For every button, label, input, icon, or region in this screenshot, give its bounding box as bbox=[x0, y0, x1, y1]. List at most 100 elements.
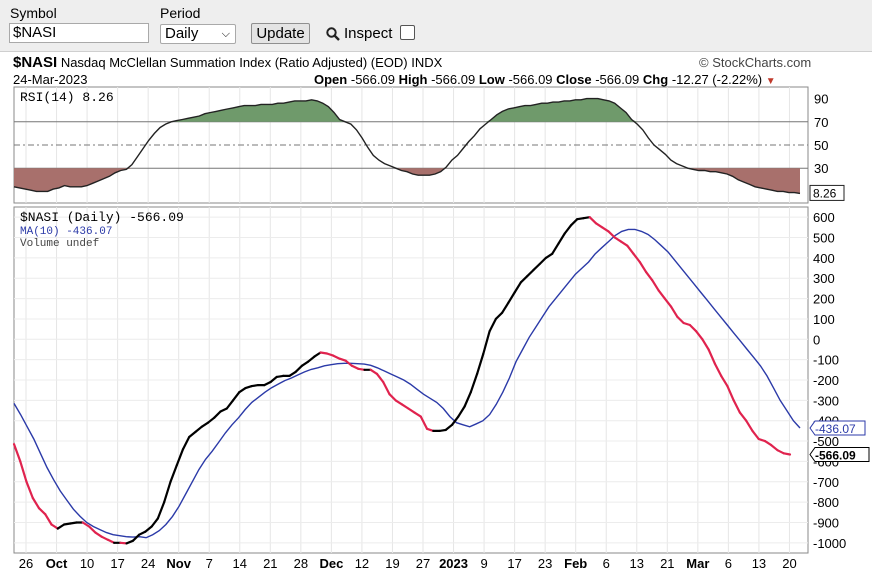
price-segment bbox=[269, 375, 278, 384]
high-value: -566.09 bbox=[431, 72, 476, 87]
price-segment bbox=[494, 311, 504, 320]
x-tick-label: 17 bbox=[507, 556, 521, 570]
price-segment bbox=[738, 411, 748, 422]
price-segment bbox=[563, 224, 573, 235]
price-segment bbox=[163, 480, 172, 504]
price-segment bbox=[588, 216, 598, 225]
price-segment bbox=[350, 364, 360, 370]
rsi-overbought-fill bbox=[14, 98, 800, 122]
chart-name: Nasdaq McClellan Summation Index (Ratio … bbox=[60, 55, 408, 70]
chg-label: Chg bbox=[642, 72, 669, 87]
price-segment bbox=[519, 275, 529, 284]
price-segment bbox=[238, 387, 247, 394]
price-segment bbox=[31, 496, 41, 510]
price-y-tick-label: 400 bbox=[813, 251, 835, 266]
price-segment bbox=[613, 236, 623, 243]
period-select[interactable]: Daily ⌵ bbox=[160, 24, 236, 44]
x-tick-label: 28 bbox=[294, 556, 308, 570]
price-segment bbox=[144, 525, 153, 533]
price-y-tick-label: 500 bbox=[813, 231, 835, 246]
ma-last-value-box bbox=[809, 420, 866, 436]
price-last-value-label: -566.09 bbox=[815, 449, 856, 463]
symbol-input[interactable]: $NASI bbox=[9, 23, 149, 43]
price-segment bbox=[25, 480, 34, 500]
price-segment bbox=[369, 368, 379, 375]
price-segment bbox=[12, 443, 22, 463]
price-segment bbox=[413, 411, 422, 418]
price-segment bbox=[394, 399, 404, 406]
price-segment bbox=[181, 435, 191, 451]
rsi-y-tick-label: 70 bbox=[814, 115, 828, 130]
close-value: -566.09 bbox=[595, 72, 640, 87]
price-segment bbox=[175, 448, 185, 467]
price-segment bbox=[632, 252, 641, 264]
price-segment bbox=[382, 380, 391, 396]
price-segment bbox=[138, 530, 147, 536]
price-segment bbox=[307, 355, 316, 363]
x-tick-label: 26 bbox=[19, 556, 33, 570]
price-segment bbox=[131, 533, 141, 542]
chart-exchange: INDX bbox=[411, 55, 443, 70]
ma-last-value-label: -436.07 bbox=[815, 422, 856, 436]
price-segment bbox=[213, 410, 222, 419]
rsi-oversold-fill bbox=[14, 168, 800, 194]
price-segment bbox=[732, 399, 742, 414]
chart-toolbar: Symbol $NASI Period Daily ⌵ Update Inspe… bbox=[0, 0, 872, 52]
price-segment bbox=[332, 354, 341, 360]
price-segment bbox=[669, 305, 679, 318]
price-segment bbox=[557, 232, 566, 245]
price-segment bbox=[444, 423, 454, 431]
inspect-checkbox[interactable] bbox=[400, 25, 415, 40]
chart-title: $NASI Nasdaq McClellan Summation Index (… bbox=[13, 54, 442, 71]
rsi-y-tick-label: 30 bbox=[814, 161, 828, 176]
x-tick-label: 14 bbox=[233, 556, 247, 570]
x-tick-label: 21 bbox=[263, 556, 277, 570]
price-segment bbox=[782, 452, 792, 456]
update-button[interactable]: Update bbox=[251, 23, 310, 44]
price-y-tick-label: -100 bbox=[813, 353, 839, 368]
price-y-tick-label: -800 bbox=[813, 495, 839, 510]
price-y-tick-label: -700 bbox=[813, 475, 839, 490]
x-tick-label: 10 bbox=[80, 556, 94, 570]
price-segment bbox=[19, 460, 28, 483]
price-segment bbox=[300, 360, 310, 367]
x-tick-label: 19 bbox=[385, 556, 399, 570]
price-segment bbox=[288, 370, 297, 377]
price-segment bbox=[407, 407, 416, 414]
price-segment bbox=[776, 449, 785, 455]
price-segment bbox=[713, 362, 723, 377]
x-tick-label: 27 bbox=[416, 556, 430, 570]
x-tick-label: 6 bbox=[603, 556, 610, 570]
price-y-tick-label: 100 bbox=[813, 312, 835, 327]
open-value: -566.09 bbox=[350, 72, 395, 87]
rsi-line bbox=[13, 97, 801, 195]
price-y-tick-label: 0 bbox=[813, 332, 820, 347]
price-segment bbox=[463, 391, 472, 408]
price-segment bbox=[400, 403, 410, 410]
price-last-value-box bbox=[809, 447, 870, 463]
x-tick-label: 23 bbox=[538, 556, 552, 570]
x-tick-label: 21 bbox=[660, 556, 674, 570]
volume-legend: Volume undef bbox=[20, 238, 99, 250]
rsi-y-tick-label: 90 bbox=[814, 92, 828, 107]
price-segment bbox=[37, 507, 47, 516]
inspect-toggle[interactable]: Inspect bbox=[326, 25, 392, 42]
price-legend: $NASI (Daily) -566.09 bbox=[20, 210, 184, 225]
price-segment bbox=[476, 352, 485, 375]
price-segment bbox=[501, 301, 510, 314]
close-label: Close bbox=[556, 72, 592, 87]
price-segment bbox=[325, 352, 335, 357]
price-segment bbox=[194, 425, 203, 433]
price-segment bbox=[156, 501, 166, 520]
price-segment bbox=[469, 372, 479, 394]
price-segment bbox=[551, 242, 560, 255]
rsi-y-tick-label: 50 bbox=[814, 138, 828, 153]
price-segment bbox=[726, 385, 735, 402]
period-label: Period bbox=[160, 5, 201, 21]
x-tick-label: Dec bbox=[319, 556, 343, 570]
price-segment bbox=[644, 271, 654, 282]
price-segment bbox=[200, 421, 210, 428]
brand-watermark: © StockCharts.com bbox=[699, 55, 812, 70]
price-segment bbox=[682, 321, 692, 327]
price-segment bbox=[707, 348, 717, 365]
